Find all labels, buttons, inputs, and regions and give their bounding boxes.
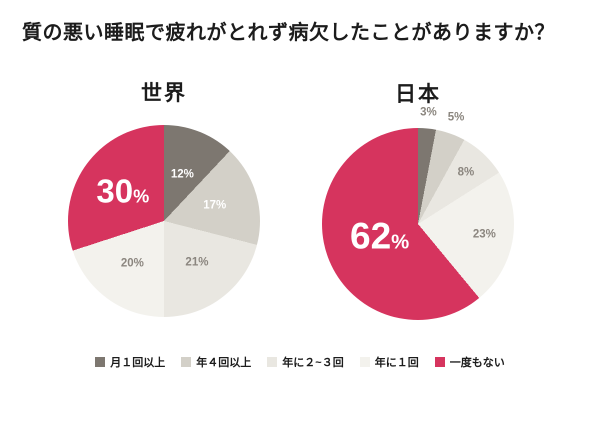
legend-swatch xyxy=(95,357,106,367)
page-title: 質の悪い睡眠で疲れがとれず病欠したことがありますか？ xyxy=(22,22,555,44)
slice-label: 62% xyxy=(350,215,410,257)
pie-chart-japan: 3% 5% 8% 23% 62% xyxy=(322,107,514,320)
pie-chart-world: 12% 17% 21% 20% 30% xyxy=(68,125,260,317)
slice-label: 30% xyxy=(96,172,150,210)
legend-item: 年４回以上 xyxy=(181,354,251,370)
slice-label: 3% xyxy=(420,106,437,119)
legend-item: 一度もない xyxy=(434,354,505,370)
slice-label: 23% xyxy=(472,227,496,240)
chart-title-japan: 日本 xyxy=(395,83,441,106)
slice-label: 17% xyxy=(203,199,227,212)
slice-label: 12% xyxy=(170,167,194,180)
legend-item: 月１回以上 xyxy=(95,354,165,370)
legend-item: 年に１回 xyxy=(359,354,419,370)
legend: 月１回以上 年４回以上 年に２~３回 年に１回 一度もない xyxy=(0,354,600,370)
legend-label: 年４回以上 xyxy=(196,357,252,369)
legend-swatch xyxy=(359,357,370,367)
slice-label: 21% xyxy=(185,256,209,269)
legend-label: 一度もない xyxy=(449,357,505,369)
legend-swatch xyxy=(181,357,192,367)
chart-title-world: 世界 xyxy=(141,82,187,105)
legend-label: 年に１回 xyxy=(374,357,419,369)
legend-label: 年に２~３回 xyxy=(282,357,344,369)
legend-label: 月１回以上 xyxy=(110,357,166,369)
pie-japan xyxy=(322,128,514,320)
legend-swatch xyxy=(267,357,278,367)
pie-world xyxy=(68,125,260,317)
legend-item: 年に２~３回 xyxy=(267,354,344,370)
slice-label: 8% xyxy=(457,166,475,179)
slice-label: 5% xyxy=(447,111,465,124)
slice-label: 20% xyxy=(120,257,144,270)
legend-swatch xyxy=(434,357,445,367)
